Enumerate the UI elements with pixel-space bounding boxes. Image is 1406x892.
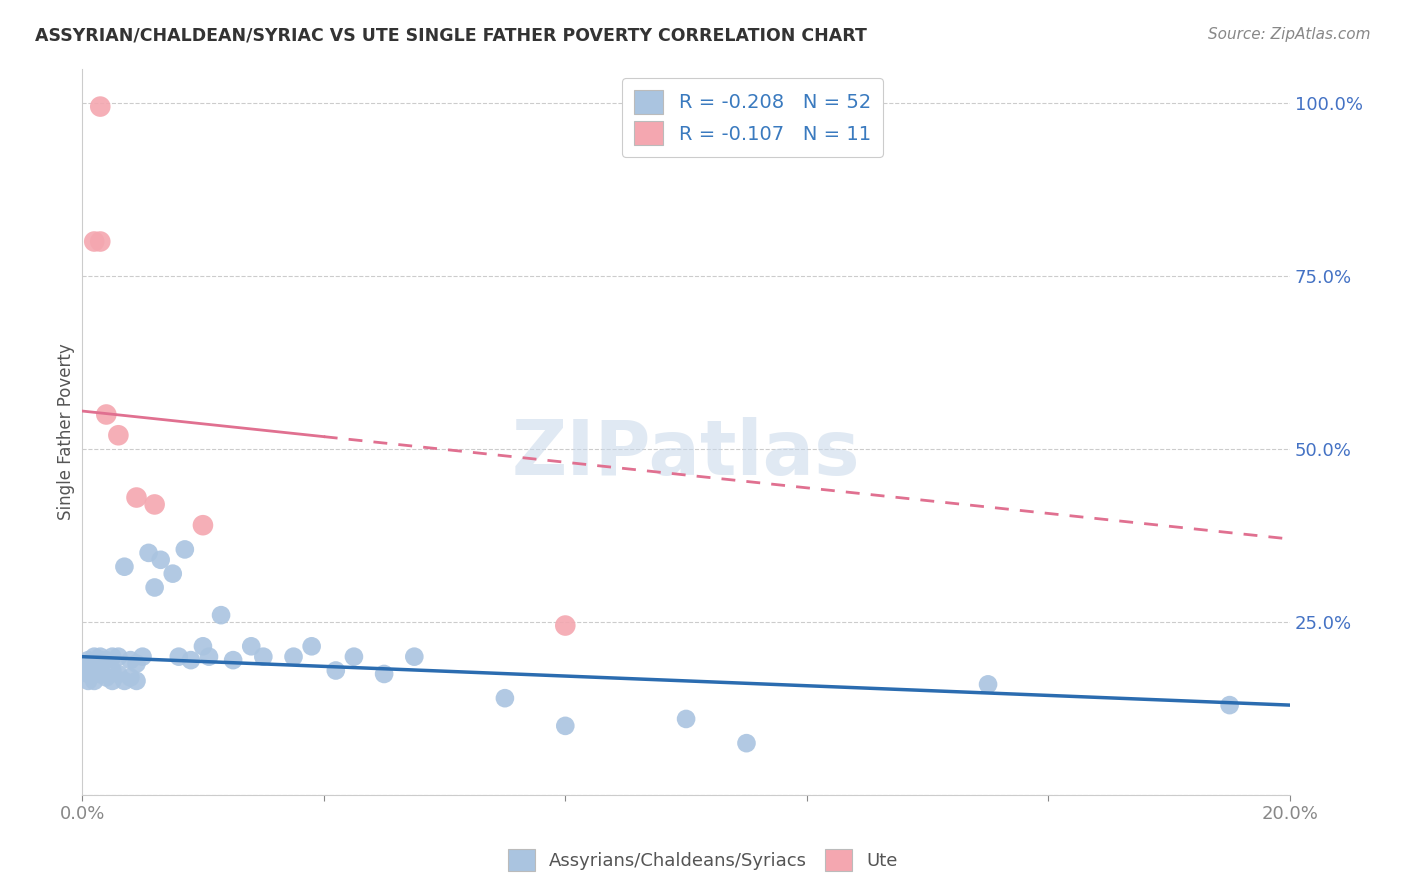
Point <box>325 664 347 678</box>
Point <box>83 649 105 664</box>
Point <box>283 649 305 664</box>
Point <box>735 736 758 750</box>
Point <box>240 640 263 654</box>
Point <box>125 673 148 688</box>
Point <box>343 649 366 664</box>
Y-axis label: Single Father Poverty: Single Father Poverty <box>58 343 75 520</box>
Point <box>77 673 100 688</box>
Point <box>252 649 274 664</box>
Point <box>83 673 105 688</box>
Point <box>112 673 135 688</box>
Point <box>89 660 111 674</box>
Point <box>77 667 100 681</box>
Point <box>77 660 100 674</box>
Point <box>191 518 214 533</box>
Point <box>125 657 148 671</box>
Point <box>675 712 697 726</box>
Point <box>125 491 148 505</box>
Point <box>143 581 166 595</box>
Legend: R = -0.208   N = 52, R = -0.107   N = 11: R = -0.208 N = 52, R = -0.107 N = 11 <box>623 78 883 157</box>
Point <box>120 653 142 667</box>
Point <box>96 408 118 422</box>
Point <box>101 649 124 664</box>
Point <box>83 657 105 671</box>
Point <box>222 653 245 667</box>
Point <box>107 428 129 442</box>
Text: ZIPatlas: ZIPatlas <box>512 417 860 491</box>
Point <box>1219 698 1241 712</box>
Point <box>191 640 214 654</box>
Text: ASSYRIAN/CHALDEAN/SYRIAC VS UTE SINGLE FATHER POVERTY CORRELATION CHART: ASSYRIAN/CHALDEAN/SYRIAC VS UTE SINGLE F… <box>35 27 868 45</box>
Legend: Assyrians/Chaldeans/Syriacs, Ute: Assyrians/Chaldeans/Syriacs, Ute <box>501 842 905 879</box>
Point <box>149 553 172 567</box>
Point <box>301 640 323 654</box>
Point <box>107 667 129 681</box>
Point <box>77 653 100 667</box>
Point <box>120 670 142 684</box>
Point <box>173 542 195 557</box>
Point <box>162 566 184 581</box>
Point <box>83 660 105 674</box>
Point <box>89 99 111 113</box>
Point <box>198 649 221 664</box>
Point <box>143 498 166 512</box>
Point <box>96 653 118 667</box>
Point <box>89 649 111 664</box>
Point <box>131 649 153 664</box>
Point <box>180 653 202 667</box>
Point <box>373 667 395 681</box>
Point <box>977 677 1000 691</box>
Point <box>107 649 129 664</box>
Point <box>554 618 576 632</box>
Point <box>89 235 111 249</box>
Point <box>83 235 105 249</box>
Point <box>554 719 576 733</box>
Point <box>96 670 118 684</box>
Text: Source: ZipAtlas.com: Source: ZipAtlas.com <box>1208 27 1371 42</box>
Point <box>89 667 111 681</box>
Point <box>138 546 160 560</box>
Point <box>494 691 516 706</box>
Point <box>167 649 190 664</box>
Point <box>209 608 232 623</box>
Point <box>404 649 426 664</box>
Point <box>101 664 124 678</box>
Point <box>101 673 124 688</box>
Point <box>89 653 111 667</box>
Point <box>83 667 105 681</box>
Point <box>112 559 135 574</box>
